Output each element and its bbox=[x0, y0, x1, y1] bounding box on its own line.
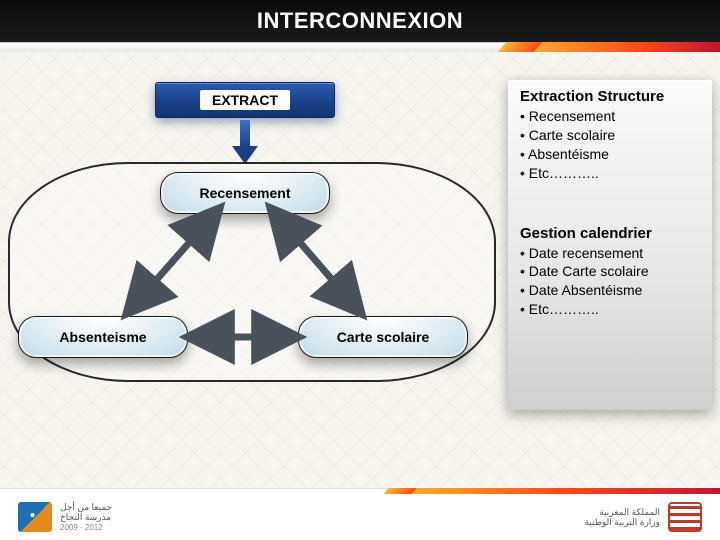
logo-mark-icon bbox=[18, 502, 52, 532]
node-recensement: Recensement bbox=[160, 172, 330, 214]
extract-label: EXTRACT bbox=[200, 90, 290, 110]
panel-item: • Recensement bbox=[520, 107, 700, 126]
node-label: Absenteisme bbox=[59, 329, 146, 345]
page-title: INTERCONNEXION bbox=[257, 8, 463, 34]
panel-heading: Extraction Structure bbox=[520, 88, 700, 105]
panel-item: • Etc……….. bbox=[520, 164, 700, 183]
footer-logo-right: المملكة المغربية وزارة التربية الوطنية bbox=[584, 502, 702, 532]
logo-mark-icon bbox=[668, 502, 702, 532]
accent-strip bbox=[0, 42, 720, 52]
right-panel: Extraction Structure • Recensement • Car… bbox=[508, 80, 712, 410]
title-bar: INTERCONNEXION bbox=[0, 0, 720, 42]
panel-item: • Absentéisme bbox=[520, 145, 700, 164]
node-carte-scolaire: Carte scolaire bbox=[298, 316, 468, 358]
footer-bar: جميعا من أجل مدرسة النجاح 2009 - 2012 ال… bbox=[0, 494, 720, 540]
panel-item: • Carte scolaire bbox=[520, 126, 700, 145]
panel-item: • Date Absentéisme bbox=[520, 281, 700, 300]
node-absenteisme: Absenteisme bbox=[18, 316, 188, 358]
panel-item: • Date Carte scolaire bbox=[520, 262, 700, 281]
footer-left-caption: جميعا من أجل bbox=[60, 502, 112, 512]
footer-left-years: 2009 - 2012 bbox=[60, 523, 112, 532]
panel-heading: Gestion calendrier bbox=[520, 225, 700, 242]
panel-section-extraction: Extraction Structure • Recensement • Car… bbox=[520, 88, 700, 183]
footer-right-caption: المملكة المغربية bbox=[584, 507, 660, 517]
panel-section-gestion: Gestion calendrier • Date recensement • … bbox=[520, 225, 700, 320]
main-content: EXTRACT Recensement Absenteisme Carte sc… bbox=[0, 52, 720, 490]
extract-box: EXTRACT bbox=[155, 82, 335, 118]
panel-item: • Etc……….. bbox=[520, 300, 700, 319]
arrow-extract-down-icon bbox=[237, 120, 253, 164]
node-label: Recensement bbox=[199, 185, 290, 201]
footer: جميعا من أجل مدرسة النجاح 2009 - 2012 ال… bbox=[0, 490, 720, 540]
footer-logo-left: جميعا من أجل مدرسة النجاح 2009 - 2012 bbox=[18, 502, 112, 532]
footer-right-caption: وزارة التربية الوطنية bbox=[584, 517, 660, 527]
panel-item: • Date recensement bbox=[520, 244, 700, 263]
footer-left-caption: مدرسة النجاح bbox=[60, 512, 112, 522]
node-label: Carte scolaire bbox=[337, 329, 430, 345]
